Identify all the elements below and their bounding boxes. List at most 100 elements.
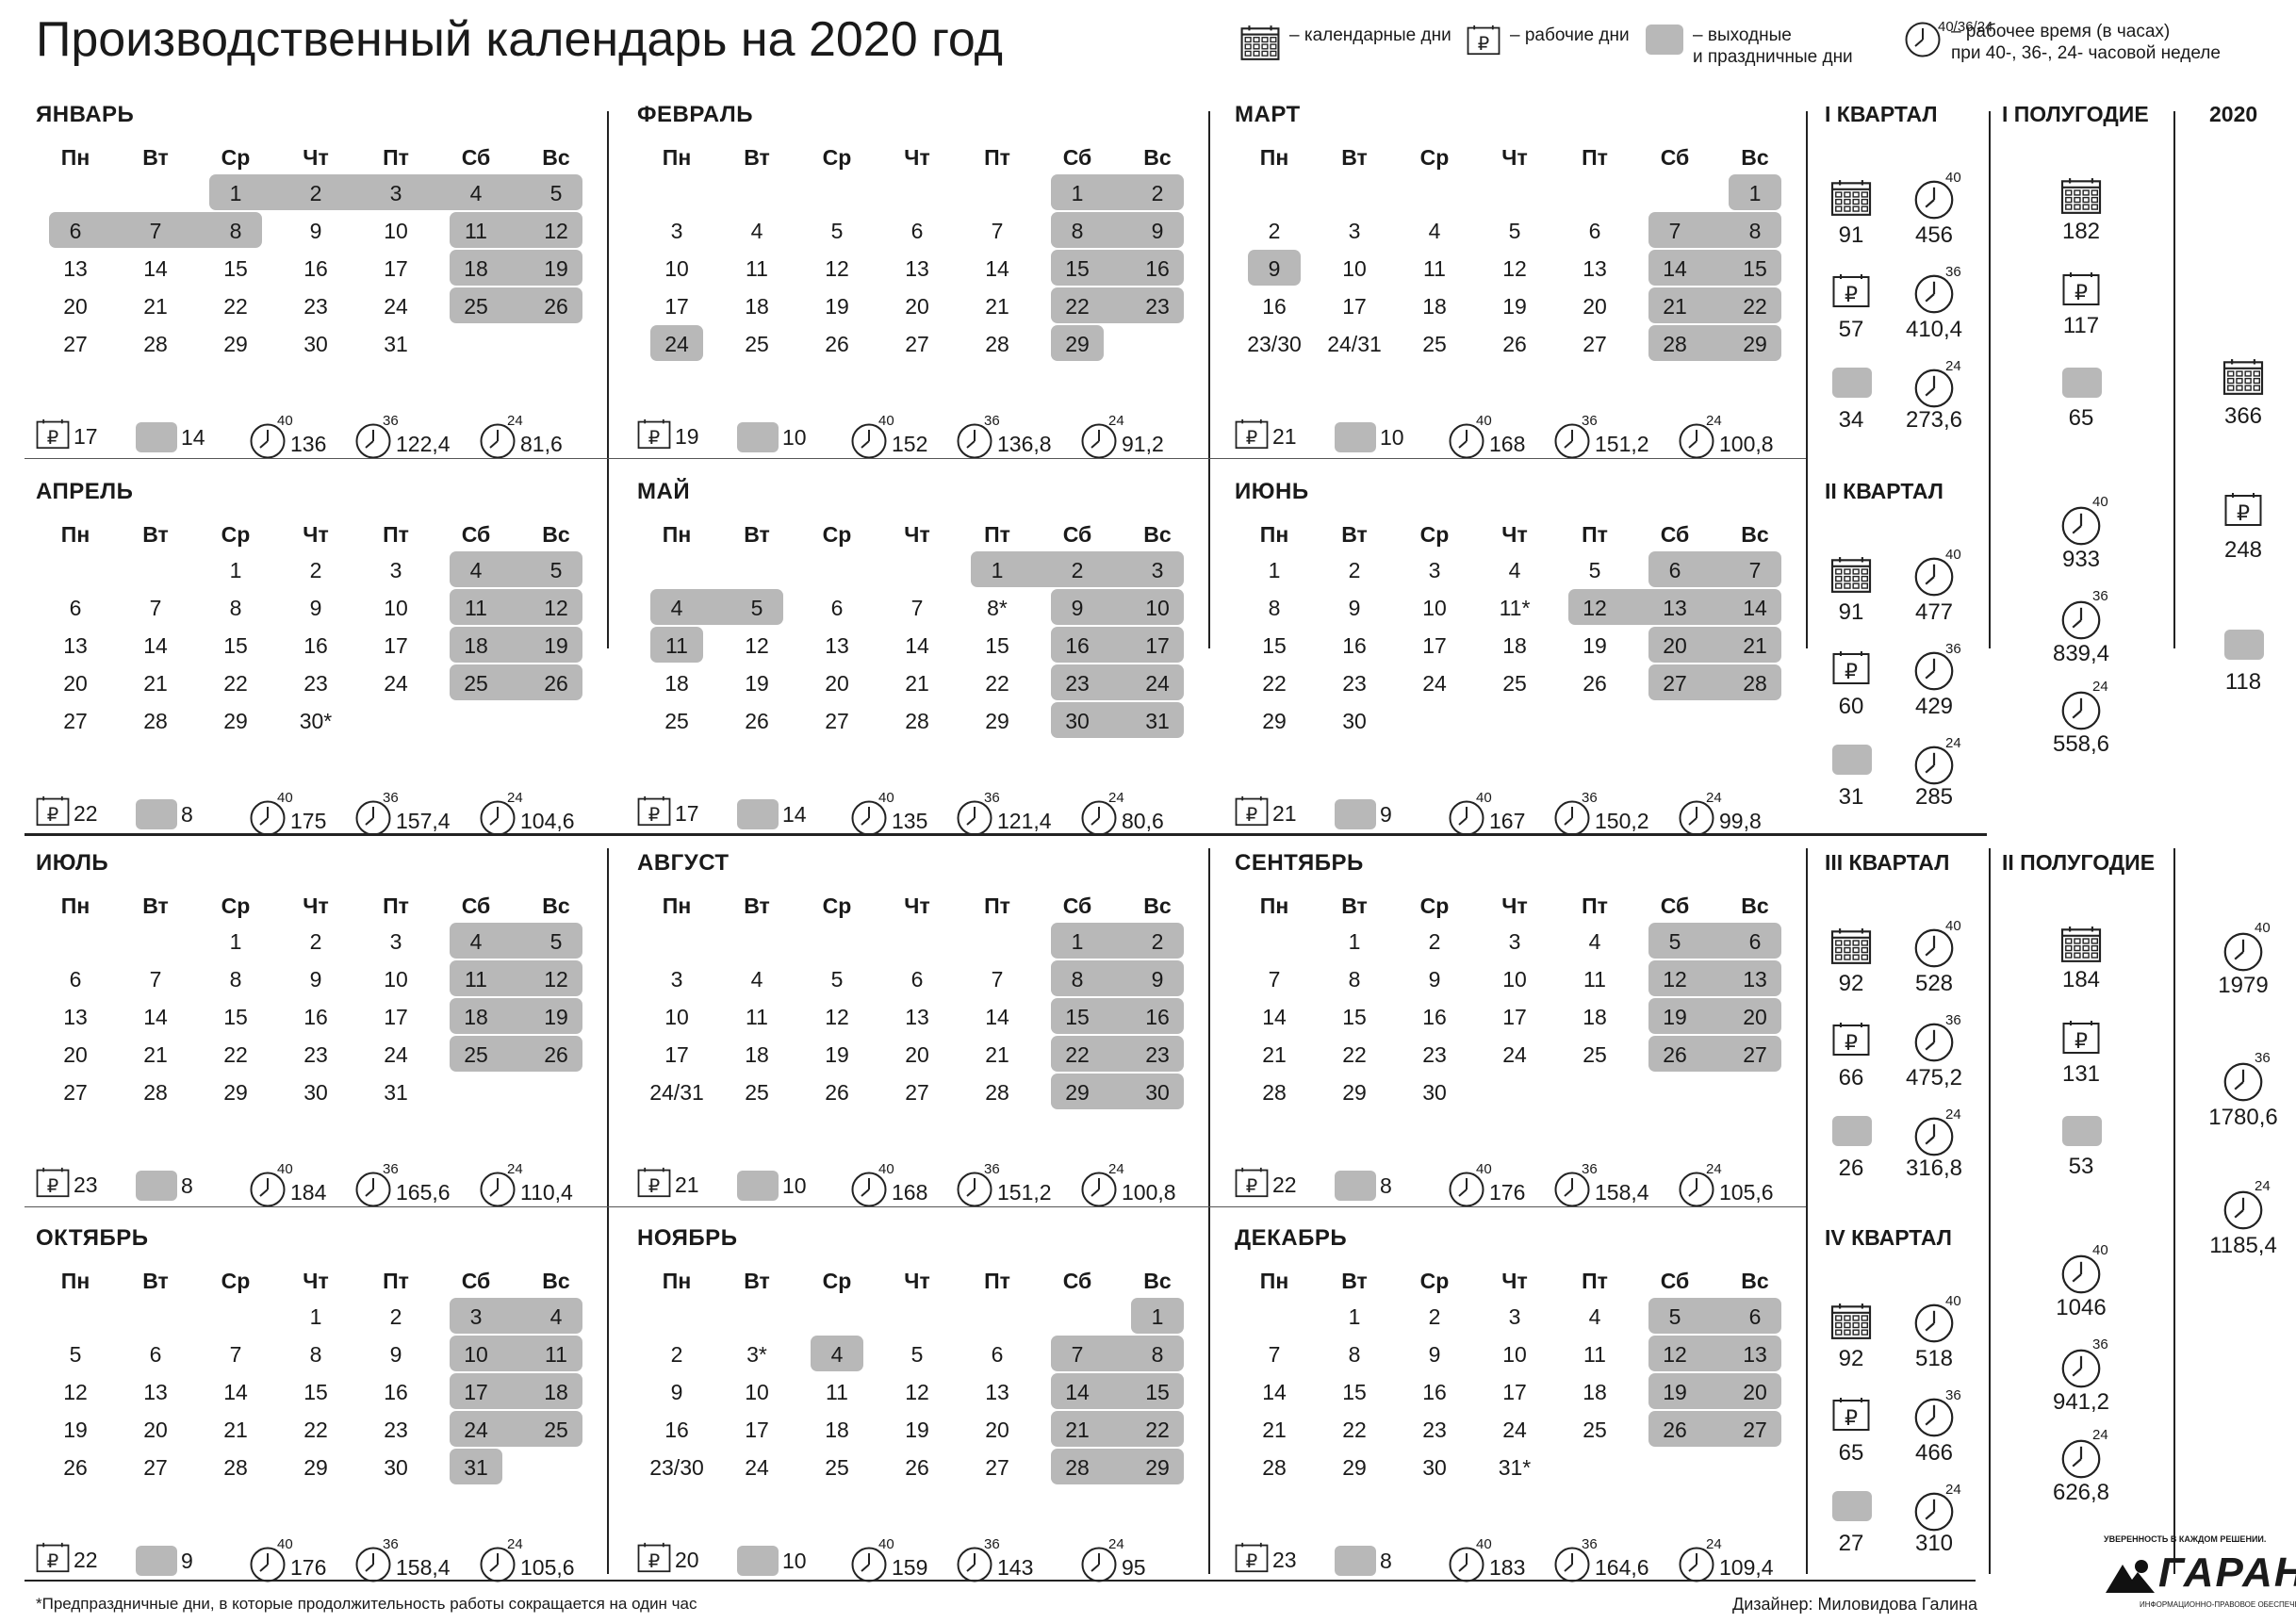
clock-icon (1913, 1303, 1955, 1349)
weekday-header: Пт (1582, 145, 1608, 170)
hours-tag: 24 (1945, 1107, 1961, 1123)
day-cell: 18 (464, 256, 488, 281)
month-stats: ₽20 10 159 40 143 36 95 24 (637, 1536, 1222, 1583)
day-cell: 21 (143, 294, 168, 319)
day-cell: 6 (910, 967, 924, 992)
weekday-header: Ср (822, 1269, 852, 1293)
day-cell: 15 (985, 633, 1009, 658)
weekday-header: Пт (383, 893, 409, 918)
clock-icon (354, 422, 392, 466)
weekday-header: Пн (1259, 1269, 1289, 1293)
day-cell: 22 (223, 1042, 248, 1067)
month-name: СЕНТЯБРЬ (1235, 850, 1364, 876)
holiday-swatch (2062, 1116, 2102, 1151)
holiday-swatch (1832, 1491, 1872, 1526)
year-calendar-days: 366 (2223, 403, 2263, 429)
off-days-value: 10 (782, 424, 807, 450)
day-cell: 26 (1583, 671, 1607, 696)
clock-icon (2060, 599, 2102, 646)
hours-tag: 24 (507, 413, 523, 429)
hours-tag: 36 (1582, 1536, 1598, 1552)
weekday-header: Пн (662, 893, 692, 918)
weekday-header: Пн (60, 893, 90, 918)
hours-40: 176 (249, 1546, 326, 1589)
holiday-highlight (1648, 1336, 1781, 1371)
day-cell: 22 (223, 294, 248, 319)
day-cell: 10 (384, 219, 408, 243)
holiday-highlight (1051, 960, 1184, 996)
legend-working-text: – рабочие дни (1510, 25, 1630, 45)
day-cell: 5 (830, 219, 844, 243)
hours-tag: 36 (1582, 413, 1598, 429)
legend-hours-tag: 40/36/24 (1938, 19, 1993, 35)
day-cell: 16 (1145, 256, 1170, 281)
divider (1989, 111, 1991, 648)
month-1: ЯНВАРЬ Пн Вт Ср Чт Пт Сб Вс 1 2 3 4 5 6 7 8 9 10 11 12 13 14 1… (36, 102, 601, 460)
hours-24-value: 80,6 (1122, 808, 1164, 833)
off-days-value: 9 (1380, 801, 1392, 827)
day-cell: 2 (309, 929, 322, 954)
quarter-hours-40: 456 (1914, 222, 1954, 248)
clock-icon (354, 1171, 392, 1214)
weekday-header: Сб (1660, 1269, 1690, 1293)
day-cell: 18 (464, 1005, 488, 1029)
svg-text:₽: ₽ (47, 427, 58, 449)
day-cell: 25 (664, 709, 689, 733)
holiday-highlight (1131, 1298, 1184, 1334)
day-cell: 20 (1743, 1380, 1767, 1404)
holiday-highlight (450, 1411, 582, 1447)
off-days-value: 10 (1380, 424, 1404, 450)
weekday-header: Вт (142, 893, 169, 918)
working-days-value: 21 (1272, 424, 1297, 449)
half-off-days: 65 (2068, 405, 2094, 431)
hours-tag: 24 (1945, 358, 1961, 374)
holiday-highlight (1648, 1036, 1781, 1072)
hours-tag: 40 (1476, 413, 1492, 429)
weekday-header: Вт (1341, 145, 1368, 170)
weekday-header: Вс (1143, 522, 1172, 547)
day-cell: 14 (143, 1005, 168, 1029)
weekday-header: Сб (461, 1269, 491, 1293)
calendar-icon (1830, 556, 1872, 598)
hours-tag: 40 (878, 413, 894, 429)
month-name: ФЕВРАЛЬ (637, 102, 753, 127)
day-cell: 9 (1268, 256, 1281, 281)
holiday-highlight (1648, 627, 1781, 663)
day-cell: 12 (1663, 1342, 1687, 1367)
day-cell: 16 (1342, 633, 1367, 658)
weekday-header: Сб (1660, 145, 1690, 170)
day-cell: 24 (1502, 1042, 1527, 1067)
hours-24-value: 91,2 (1122, 431, 1164, 456)
hours-24: 110,4 (479, 1171, 573, 1214)
weekday-header: Чт (904, 522, 930, 547)
day-cell: 27 (143, 1455, 168, 1480)
hours-tag: 36 (1945, 1012, 1961, 1028)
divider (25, 458, 1806, 459)
hours-40-value: 184 (290, 1179, 327, 1205)
weekday-header: Пт (984, 522, 1010, 547)
holiday-highlight (450, 1449, 502, 1484)
working-days: ₽21 (1235, 418, 1297, 455)
weekday-header: Пт (984, 1269, 1010, 1293)
weekday-header: Сб (1062, 522, 1092, 547)
divider (1806, 111, 1808, 648)
weekday-header: Ср (822, 893, 852, 918)
brand-subtitle: ИНФОРМАЦИОННО-ПРАВОВОЕ ОБЕСПЕЧЕНИЕ (2140, 1600, 2296, 1609)
holiday-highlight (1051, 702, 1184, 738)
holiday-highlight (450, 1036, 582, 1072)
off-days-value: 9 (181, 1548, 193, 1573)
off-days: 10 (737, 1171, 807, 1201)
hours-tag: 40 (1945, 170, 1961, 186)
half-working-days: 117 (2062, 313, 2100, 338)
day-cell: 25 (464, 1042, 488, 1067)
svg-text:₽: ₽ (47, 1175, 58, 1197)
off-days: 10 (1335, 422, 1404, 452)
day-cell: 25 (1502, 671, 1527, 696)
working-days-value: 17 (74, 424, 98, 449)
day-cell: 9 (1428, 1342, 1441, 1367)
day-cell: 19 (905, 1418, 929, 1442)
holiday-highlight (1051, 664, 1184, 700)
day-cell: 27 (905, 332, 929, 356)
day-cell: 30 (1342, 709, 1367, 733)
holiday-highlight (1648, 1298, 1781, 1334)
